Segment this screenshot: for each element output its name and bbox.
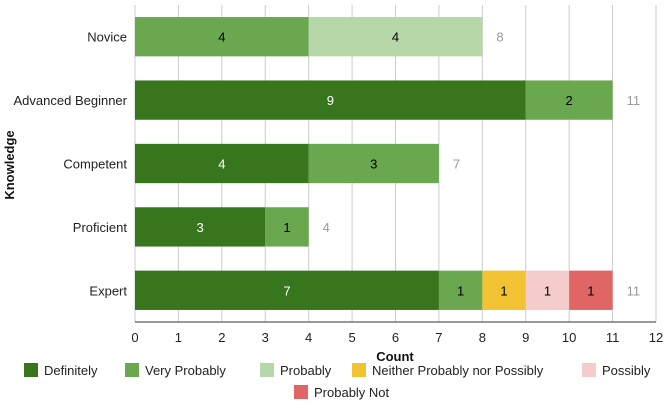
x-tick-label: 10 — [562, 330, 576, 345]
legend-swatch — [294, 385, 308, 399]
x-tick-label: 8 — [479, 330, 486, 345]
total-label: 7 — [453, 157, 460, 172]
legend-label: Very Probably — [145, 363, 226, 378]
category-label: Competent — [63, 157, 127, 172]
segment-value-label: 9 — [327, 93, 334, 108]
segment-value-label: 7 — [283, 283, 290, 298]
x-axis-title: Count — [376, 349, 414, 364]
legend: Definitely Very Probably Probably Neither P… — [24, 363, 651, 400]
category-label: Expert — [89, 283, 127, 298]
segment-value-label: 4 — [218, 30, 225, 45]
legend-label: Possibly — [602, 363, 651, 378]
legend-swatch — [352, 363, 366, 377]
segment-value-label: 1 — [587, 283, 594, 298]
legend-swatch — [260, 363, 274, 377]
segment-value-label: 2 — [566, 93, 573, 108]
x-tick-label: 2 — [218, 330, 225, 345]
x-tick-label: 12 — [649, 330, 663, 345]
bar-segment — [438, 270, 483, 310]
bar-segment — [569, 270, 613, 310]
total-label: 8 — [496, 30, 503, 45]
legend-label: Probably Not — [314, 385, 390, 400]
total-label: 11 — [627, 93, 641, 108]
category-label: Advanced Beginner — [14, 93, 128, 108]
x-tick-label: 4 — [305, 330, 312, 345]
legend-swatch — [582, 363, 596, 377]
segment-value-label: 1 — [457, 283, 464, 298]
legend-swatch — [24, 363, 38, 377]
legend-label: Neither Probably nor Possibly — [372, 363, 544, 378]
segment-value-label: 4 — [392, 30, 399, 45]
bar-segment — [135, 80, 526, 120]
x-tick-label: 5 — [348, 330, 355, 345]
x-tick-label: 11 — [606, 330, 620, 345]
total-label: 11 — [627, 283, 641, 298]
x-tick-label: 6 — [392, 330, 399, 345]
legend-swatch — [125, 363, 139, 377]
total-label: 4 — [323, 220, 330, 235]
y-axis: Novice Advanced Beginner Competent Proficie… — [14, 30, 128, 299]
bar-segment — [482, 270, 526, 310]
x-tick-label: 9 — [522, 330, 529, 345]
category-label: Proficient — [73, 220, 128, 235]
x-tick-label: 3 — [262, 330, 269, 345]
bar-segment — [135, 207, 266, 247]
segment-value-label: 1 — [283, 220, 290, 235]
x-tick-label: 7 — [435, 330, 442, 345]
category-label: Novice — [87, 30, 127, 45]
segment-value-label: 1 — [500, 283, 507, 298]
bar-segment — [135, 270, 439, 310]
x-axis: 0 1 2 3 4 5 6 7 8 9 10 11 12 — [131, 321, 663, 345]
bar-segment — [135, 143, 309, 184]
bar-segment — [135, 17, 309, 57]
legend-label: Definitely — [44, 363, 98, 378]
bar-segment — [525, 80, 613, 120]
bar-segment — [308, 143, 439, 184]
bar-segment — [308, 17, 483, 57]
bars: 4 4 89 2 114 3 73 1 47 1 1 1 1 11 — [135, 17, 640, 310]
y-axis-title: Knowledge — [2, 130, 17, 199]
segment-value-label: 1 — [544, 283, 551, 298]
x-tick-label: 0 — [131, 330, 138, 345]
segment-value-label: 4 — [218, 157, 225, 172]
segment-value-label: 3 — [197, 220, 204, 235]
bar-segment — [265, 207, 309, 247]
x-tick-label: 1 — [175, 330, 182, 345]
legend-label: Probably — [280, 363, 332, 378]
bar-segment — [525, 270, 570, 310]
segment-value-label: 3 — [370, 157, 377, 172]
